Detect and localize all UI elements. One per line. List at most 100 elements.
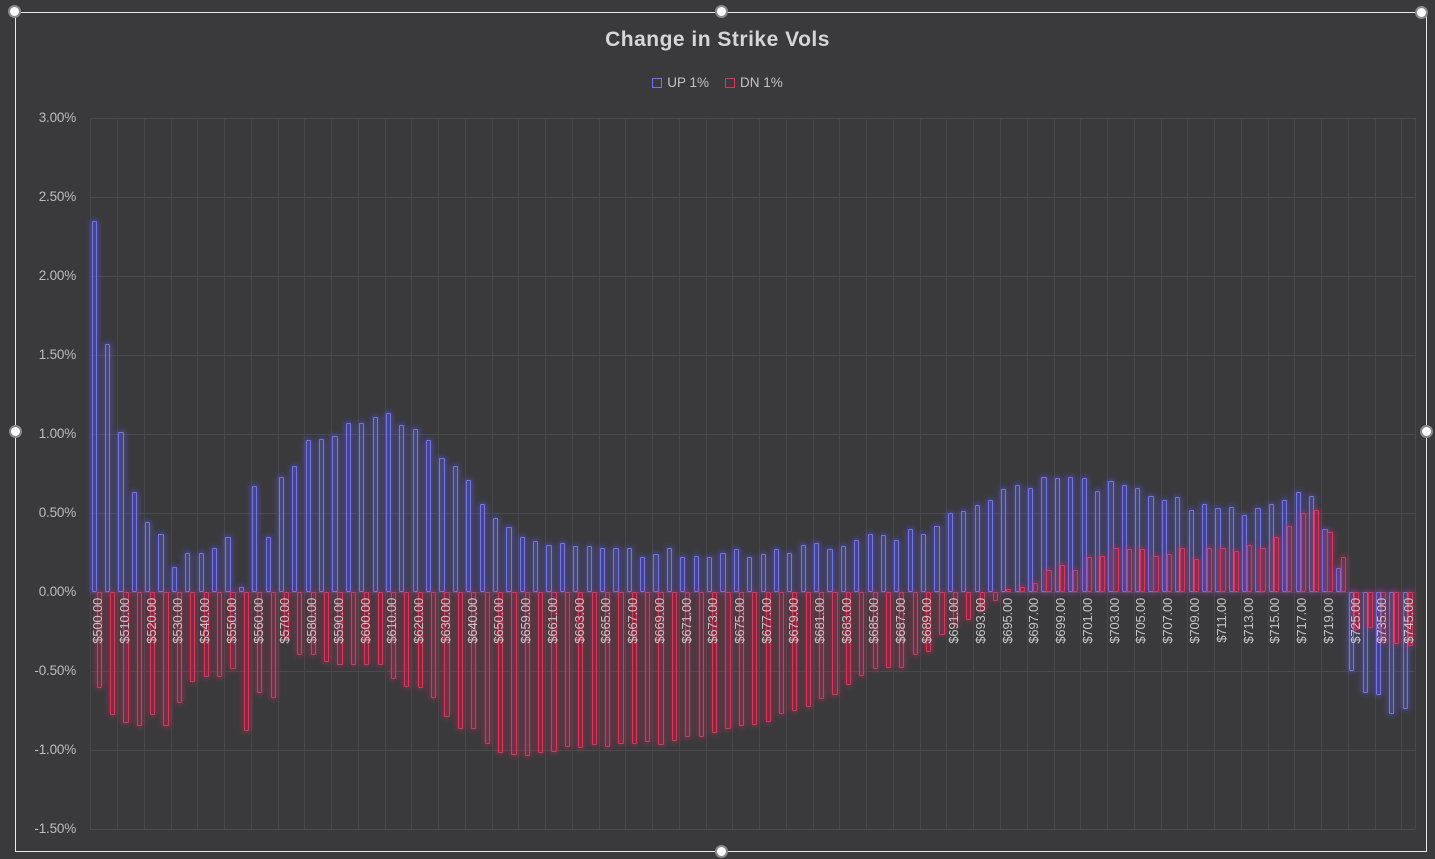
bar-up-740[interactable] [1389, 592, 1395, 714]
bar-up-688[interactable] [907, 528, 913, 592]
bar-dn-686[interactable] [885, 592, 892, 668]
bar-dn-711[interactable] [1220, 547, 1226, 592]
bar-up-745[interactable] [1402, 592, 1408, 709]
bar-up-683[interactable] [840, 546, 846, 592]
resize-handle-middle-left[interactable] [9, 425, 22, 438]
legend-item-up[interactable]: UP 1% [652, 75, 709, 90]
bar-dn-717[interactable] [1300, 513, 1306, 592]
bar-dn-668[interactable] [645, 592, 651, 743]
bar-dn-725[interactable] [1354, 592, 1360, 630]
bar-dn-615[interactable] [404, 592, 410, 687]
bar-dn-714[interactable] [1260, 547, 1266, 592]
resize-handle-top-left[interactable] [8, 5, 21, 18]
bar-dn-575[interactable] [297, 592, 303, 656]
bar-dn-560[interactable] [257, 592, 263, 694]
bar-dn-706[interactable] [1153, 555, 1159, 592]
bar-up-695[interactable] [1001, 489, 1007, 592]
bar-dn-555[interactable] [243, 592, 249, 732]
bar-up-615[interactable] [399, 424, 405, 592]
bar-up-691[interactable] [947, 513, 953, 592]
bar-up-625[interactable] [426, 440, 432, 592]
bar-dn-672[interactable] [698, 592, 704, 738]
bar-dn-535[interactable] [190, 592, 196, 683]
bar-up-718[interactable] [1308, 495, 1315, 592]
bar-dn-690[interactable] [939, 592, 945, 635]
bar-dn-707[interactable] [1166, 554, 1173, 592]
bar-dn-678[interactable] [778, 592, 785, 714]
bar-up-708[interactable] [1175, 497, 1181, 592]
bar-dn-661[interactable] [551, 592, 557, 752]
bar-up-690[interactable] [934, 525, 940, 592]
bar-up-590[interactable] [332, 435, 338, 592]
bar-dn-683[interactable] [845, 592, 851, 686]
bar-dn-565[interactable] [270, 592, 276, 698]
bar-up-620[interactable] [412, 429, 418, 592]
bar-up-664[interactable] [586, 546, 592, 592]
bar-dn-520[interactable] [150, 592, 156, 716]
resize-handle-bottom-middle[interactable] [715, 845, 728, 858]
bar-up-555[interactable] [238, 587, 244, 592]
bar-up-717[interactable] [1295, 492, 1301, 592]
bar-up-669[interactable] [653, 554, 659, 592]
bar-up-704[interactable] [1121, 484, 1127, 592]
bar-dn-550[interactable] [230, 592, 236, 670]
bar-up-689[interactable] [921, 533, 927, 592]
bar-dn-600[interactable] [364, 592, 370, 665]
bar-dn-702[interactable] [1099, 555, 1106, 592]
bar-up-661[interactable] [546, 544, 552, 592]
bar-up-605[interactable] [372, 416, 378, 592]
bar-dn-669[interactable] [658, 592, 664, 746]
bar-up-540[interactable] [198, 552, 204, 592]
bar-up-713[interactable] [1242, 514, 1248, 592]
bar-dn-674[interactable] [725, 592, 731, 730]
bar-dn-697[interactable] [1033, 582, 1039, 592]
bar-up-675[interactable] [733, 549, 739, 592]
bar-up-674[interactable] [720, 552, 726, 592]
bar-up-663[interactable] [573, 546, 579, 592]
bar-dn-676[interactable] [752, 592, 758, 725]
bar-dn-704[interactable] [1126, 549, 1132, 592]
bar-dn-673[interactable] [711, 592, 718, 733]
bar-up-635[interactable] [452, 465, 458, 592]
bar-up-698[interactable] [1041, 476, 1047, 592]
bar-dn-701[interactable] [1086, 557, 1092, 592]
bar-dn-709[interactable] [1193, 558, 1199, 592]
bar-dn-525[interactable] [163, 592, 169, 727]
bar-up-665[interactable] [599, 547, 606, 592]
bar-dn-691[interactable] [952, 592, 958, 626]
bar-up-680[interactable] [800, 544, 806, 592]
bar-up-645[interactable] [479, 503, 485, 592]
bar-dn-670[interactable] [671, 592, 678, 741]
bar-up-650[interactable] [492, 517, 499, 592]
bar-dn-545[interactable] [217, 592, 223, 678]
bar-up-505[interactable] [104, 343, 111, 592]
bar-up-515[interactable] [131, 492, 137, 592]
bar-up-510[interactable] [118, 432, 124, 592]
bar-dn-595[interactable] [350, 592, 356, 665]
bar-dn-679[interactable] [792, 592, 798, 711]
bar-up-678[interactable] [773, 549, 780, 592]
bar-dn-696[interactable] [1019, 587, 1025, 592]
bar-dn-710[interactable] [1206, 547, 1213, 592]
bar-up-530[interactable] [171, 566, 178, 592]
bar-dn-705[interactable] [1140, 549, 1146, 592]
bar-up-580[interactable] [305, 440, 311, 592]
bar-up-709[interactable] [1188, 509, 1194, 592]
bar-dn-700[interactable] [1073, 569, 1079, 592]
bar-dn-570[interactable] [283, 592, 290, 640]
bar-up-720[interactable] [1335, 568, 1341, 592]
bar-up-565[interactable] [265, 536, 271, 592]
bar-up-699[interactable] [1054, 478, 1060, 592]
bar-dn-540[interactable] [203, 592, 209, 678]
bar-dn-712[interactable] [1233, 550, 1239, 592]
bar-up-560[interactable] [252, 486, 258, 592]
bar-up-693[interactable] [974, 505, 980, 592]
bar-dn-660[interactable] [538, 592, 544, 754]
bar-up-705[interactable] [1135, 487, 1141, 592]
bar-up-710[interactable] [1201, 503, 1208, 592]
bar-dn-699[interactable] [1059, 565, 1065, 592]
legend-item-dn[interactable]: DN 1% [725, 75, 783, 90]
bar-up-520[interactable] [145, 522, 151, 592]
bar-dn-655[interactable] [511, 592, 517, 755]
